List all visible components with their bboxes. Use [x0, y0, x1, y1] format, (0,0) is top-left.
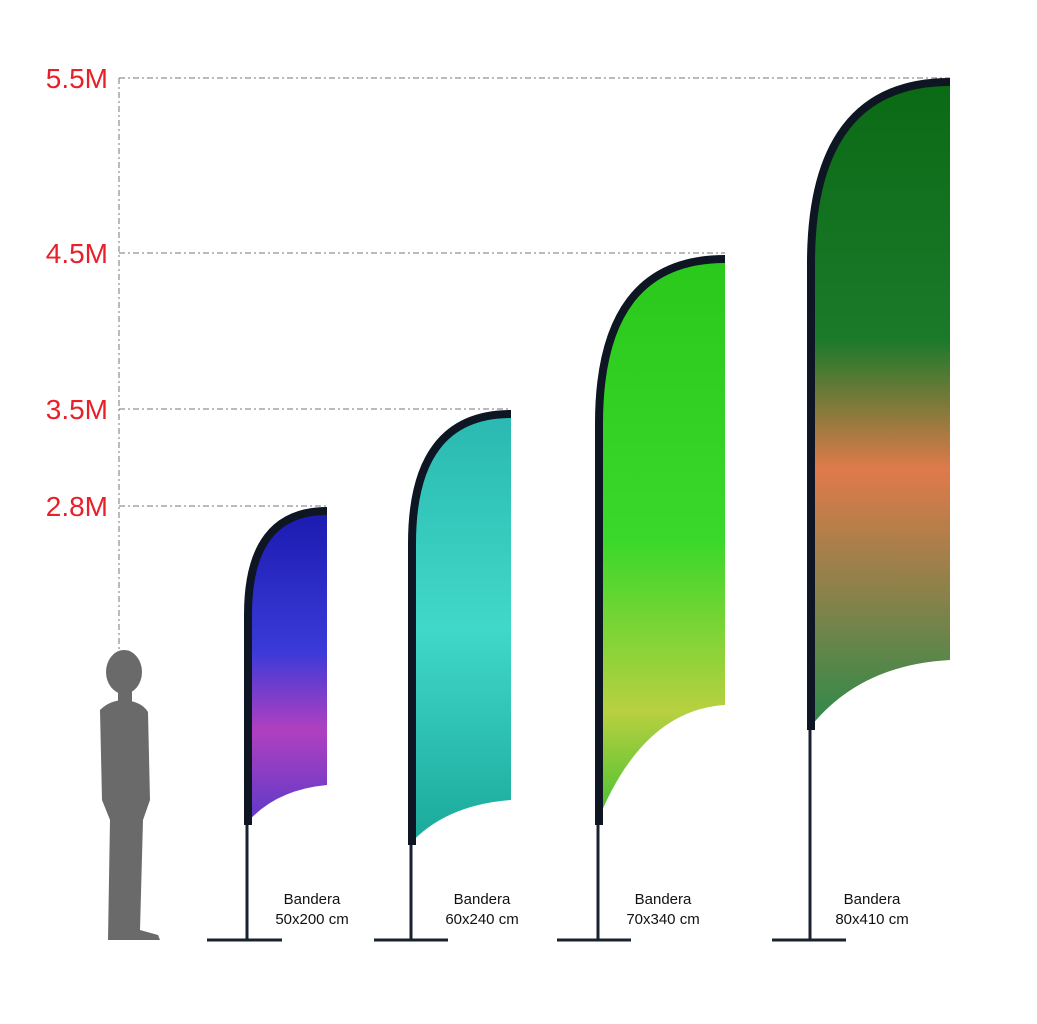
flag-banner	[808, 79, 950, 730]
height-label: 4.5M	[46, 238, 108, 269]
height-label: 3.5M	[46, 394, 108, 425]
flag-banner	[409, 411, 511, 845]
person-silhouette	[100, 650, 160, 940]
flag-edge	[244, 507, 328, 825]
flag-name: Bandera	[454, 891, 511, 908]
flag-size: 80x410 cm	[835, 911, 908, 928]
flag-size: 60x240 cm	[445, 911, 518, 928]
flag-banner	[245, 508, 327, 825]
flag-edge	[807, 78, 951, 730]
flag-size: 70x340 cm	[626, 911, 699, 928]
flag-name: Bandera	[635, 891, 692, 908]
flag-edge	[595, 255, 726, 825]
flag-name: Bandera	[844, 891, 901, 908]
flag-edge	[408, 410, 512, 845]
flag-name: Bandera	[284, 891, 341, 908]
flag-size: 50x200 cm	[275, 911, 348, 928]
flag-banner	[596, 256, 725, 825]
height-label: 5.5M	[46, 63, 108, 94]
height-label: 2.8M	[46, 491, 108, 522]
